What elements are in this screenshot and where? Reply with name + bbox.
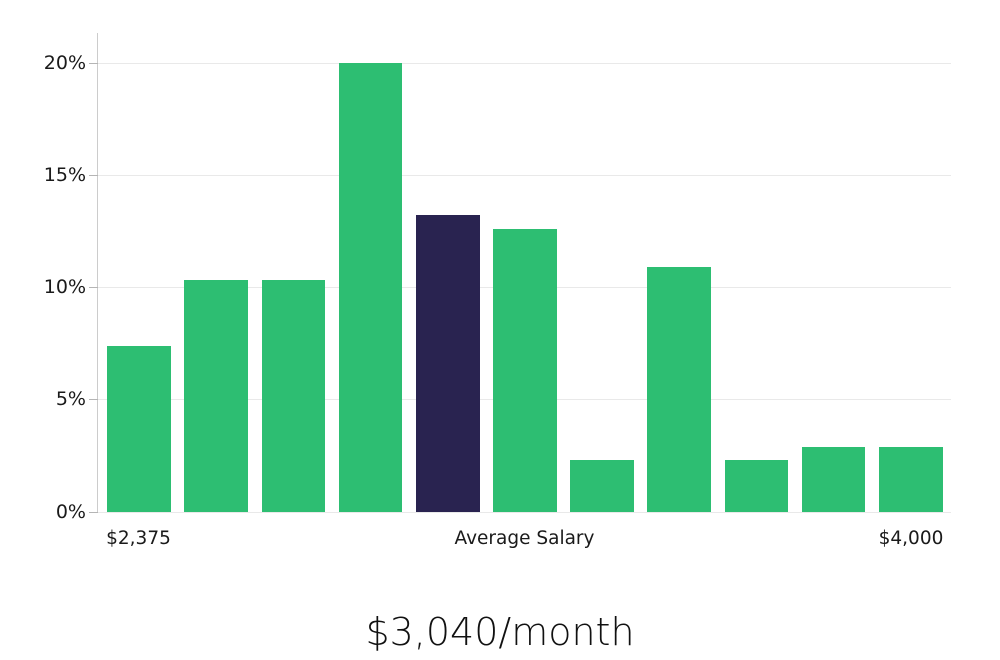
y-axis-tick-10% — [89, 287, 98, 289]
histogram-bar-6 — [493, 228, 557, 512]
average-salary-title: $3,040/month — [365, 610, 635, 654]
histogram-bar-9 — [724, 460, 789, 512]
gridline-15% — [98, 174, 951, 176]
y-axis-tick-0% — [89, 511, 98, 513]
x-axis-label-max: $4,000 — [878, 528, 944, 549]
average-salary-bar — [415, 215, 480, 512]
y-axis-tick-5% — [89, 399, 98, 401]
y-axis-label-10%: 10% — [43, 276, 86, 299]
y-axis-label-5%: 5% — [55, 388, 86, 411]
histogram-bar-8 — [647, 266, 712, 512]
y-axis-line — [97, 33, 98, 513]
y-axis-tick-15% — [89, 174, 98, 176]
x-axis-label-average-salary: Average Salary — [454, 528, 595, 549]
y-axis-label-15%: 15% — [43, 163, 86, 186]
histogram-bar-1 — [107, 345, 171, 512]
histogram-bar-3 — [261, 280, 326, 512]
histogram-bar-10 — [801, 446, 866, 512]
histogram-bar-7 — [570, 460, 634, 512]
y-axis-label-20%: 20% — [43, 51, 86, 74]
gridline-20% — [98, 62, 951, 64]
histogram-bar-11 — [879, 446, 943, 512]
y-axis-tick-20% — [89, 62, 98, 64]
x-axis-label-min: $2,375 — [106, 528, 171, 549]
y-axis-label-0%: 0% — [55, 500, 86, 523]
gridline-0% — [98, 511, 951, 513]
histogram-bar-4 — [338, 62, 403, 512]
histogram-bar-2 — [184, 280, 249, 512]
